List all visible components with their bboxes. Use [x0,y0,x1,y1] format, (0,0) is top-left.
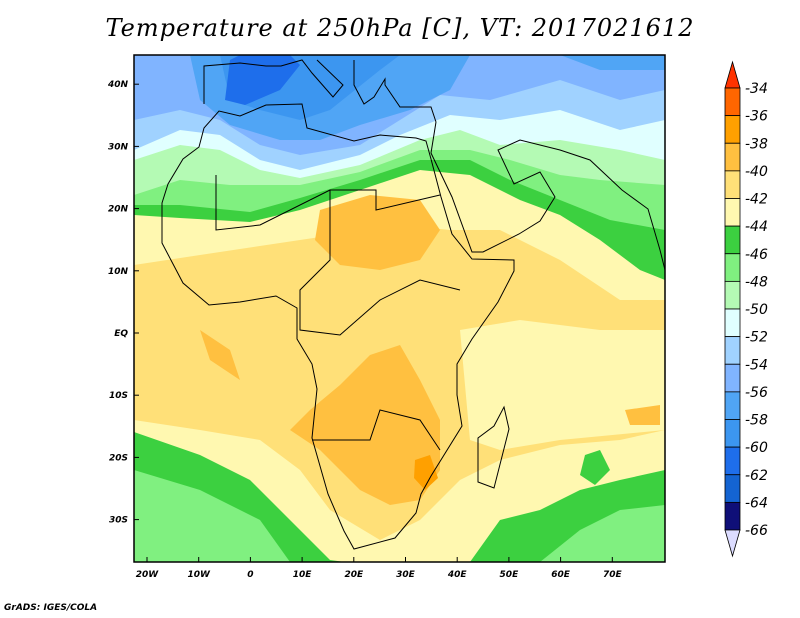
colorbar-label: -34 [745,81,768,97]
colorbar-label: -42 [745,192,768,208]
lat-label: 40N [107,80,129,90]
africa-coastline [161,103,515,550]
colorbar-swatch [724,446,741,476]
lon-label: 50E [500,570,520,580]
colorbar-label: -44 [745,219,768,235]
lon-label: 20E [344,570,364,580]
colorbar-label: -56 [745,385,768,401]
lon-label: 10E [293,570,313,580]
colorbar-label: -64 [745,495,768,511]
colorbar-swatch [724,170,741,199]
coastlines [161,59,665,550]
colorbar-swatch [724,474,741,503]
colorbar-label: -48 [745,274,768,290]
colorbar-swatch [724,280,741,310]
colorbar-label: -50 [745,302,768,318]
colorbar-label: -54 [745,357,768,373]
colorbar-swatch [724,253,741,282]
colorbar-label: -46 [745,247,768,263]
lon-label: 0 [247,570,253,580]
lon-label: 60E [551,570,571,580]
colorbar-swatch [724,391,741,420]
lat-label: 20N [108,205,129,215]
lon-label: 40E [447,570,468,580]
colorbar-label: -66 [745,523,768,539]
country-border [299,190,461,336]
colorbar-label: -36 [745,109,768,125]
lat-label: 30S [109,516,128,526]
lon-label: 70E [603,570,623,580]
lat-label: 10S [109,391,128,401]
colorbar-label: -38 [745,136,768,152]
madagascar-coastline [477,405,510,489]
colorbar-min-triangle [724,529,741,558]
map-title: Temperature at 250hPa [C], VT: 201702161… [105,14,695,42]
temperature-field [134,55,665,562]
colorbar-swatch [724,225,741,255]
colorbar-swatch [724,142,741,172]
colorbar-max-triangle [724,60,741,89]
colorbar-label: -62 [745,468,768,484]
lat-label: 10N [108,267,129,277]
balkans-turkey-coastline [353,60,437,123]
europe-coastline [203,59,344,104]
map-frame [133,54,666,563]
colorbar-swatch [724,87,741,117]
colorbar-swatch [724,336,741,365]
lat-label: 20S [109,453,128,463]
colorbar-swatch [724,501,741,531]
country-border [312,409,441,451]
colorbar-label: -40 [745,164,768,180]
lat-label: EQ [114,329,128,339]
colorbar-swatch [724,198,741,227]
colorbar-swatch [724,363,741,393]
colorbar-label: -58 [745,413,768,429]
lon-label: 20W [136,570,160,580]
colorbar-label: -60 [745,440,768,456]
colorbar-swatch [724,115,741,144]
lat-label: 30N [108,142,129,152]
lon-label: 10W [187,570,211,580]
colorbar: -34 -36 -38 -40 -42 -44 -46 -48 -50 -52 -54 -56 -58 -… [724,60,768,558]
arabia-coastline [430,121,665,271]
colorbar-swatch [724,308,741,338]
colorbar-swatch [724,419,741,448]
lon-label: 30E [396,570,416,580]
axis-labels: 40N 30N 20N 10N EQ 10S 20S 30S 20W 10W 0 10E 20E 30E 4… [107,80,623,580]
colorbar-label: -52 [745,330,768,346]
grads-credit: GrADS: IGES/COLA [4,603,98,613]
